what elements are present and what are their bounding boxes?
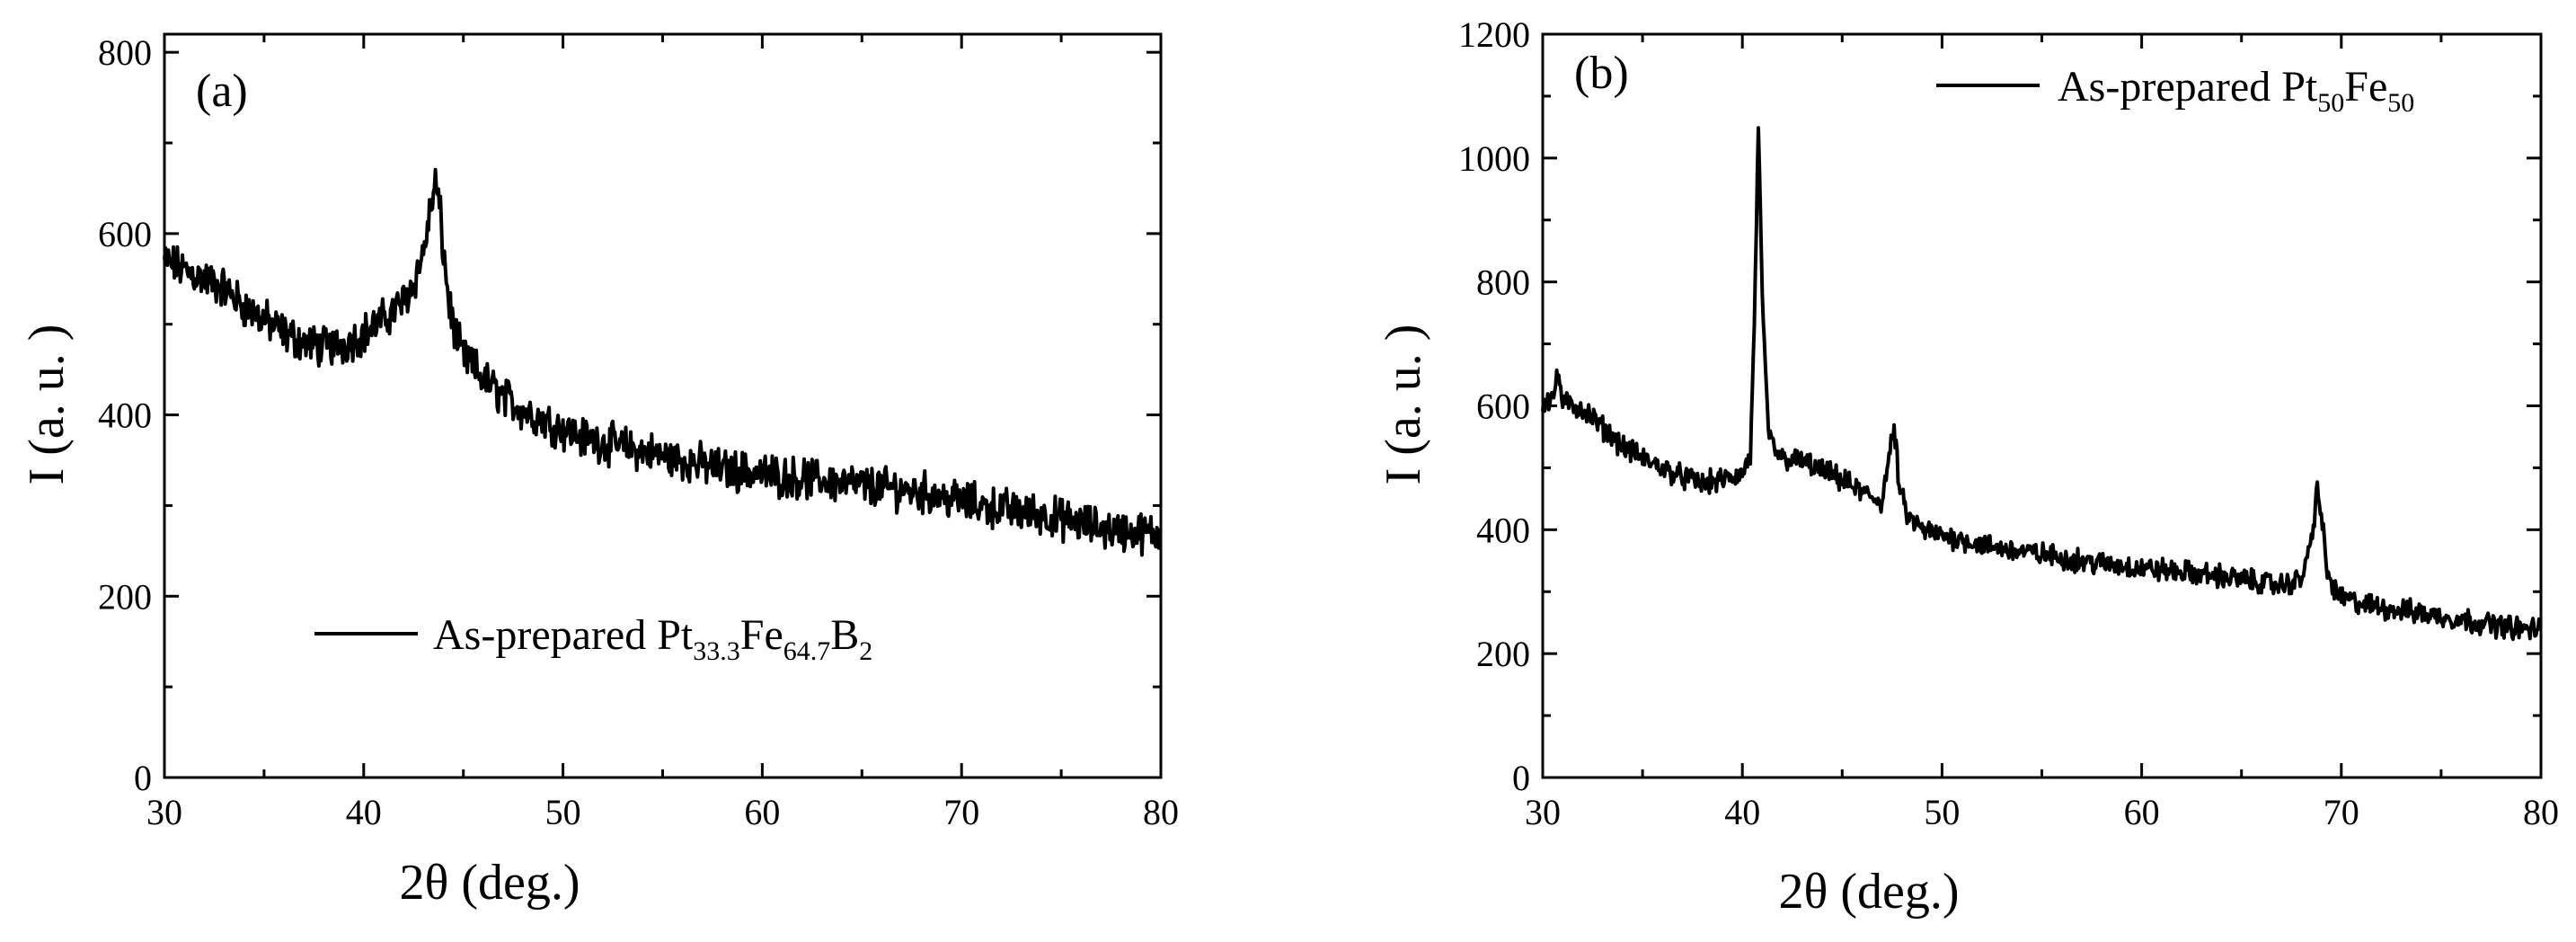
panel-b-x-tick-label: 80 [2523, 792, 2559, 832]
panel-b-label: (b) [1574, 48, 1629, 99]
panel-a-x-tick-label: 30 [146, 792, 182, 832]
panel-a-legend-text: As-prepared Pt33.3Fe64.7B2 [433, 611, 872, 666]
panel-a-x-axis-title: 2θ (deg.) [400, 855, 580, 911]
panel-b-y-tick-label: 800 [1476, 262, 1530, 303]
panel-a-x-tick-label: 40 [346, 792, 382, 832]
panel-a-y-tick-label: 600 [98, 214, 152, 254]
panel-b-y-tick-label: 1200 [1458, 14, 1530, 55]
panel-b-x-axis-title: 2θ (deg.) [1779, 864, 1960, 920]
panel-a-y-tick-label: 200 [98, 576, 152, 617]
panel-a-x-tick-label: 60 [744, 792, 780, 832]
panel-b-y-tick-label: 1000 [1458, 138, 1530, 179]
panel-b-y-tick-label: 0 [1512, 758, 1530, 798]
panel-a-label: (a) [196, 66, 248, 117]
panel-b-x-tick-label: 40 [1724, 792, 1760, 832]
panel-a-y-tick-label: 400 [98, 395, 152, 436]
panel-b-frame [1541, 32, 2543, 779]
panel-a-x-tick-label: 80 [1143, 792, 1179, 832]
panel-b-y-tick-label: 400 [1476, 510, 1530, 550]
panel-b-x-tick-label: 50 [1924, 792, 1960, 832]
panel-a-series-line [163, 167, 1162, 557]
panel-a-x-tick-label: 70 [943, 792, 979, 832]
panel-a-legend: As-prepared Pt33.3Fe64.7B2 [314, 611, 872, 666]
panel-b-x-tick-label: 60 [2124, 792, 2160, 832]
panel-a-x-tick-label: 50 [545, 792, 581, 832]
panel-a-y-axis-title: I (a. u. ) [19, 324, 75, 485]
panel-b-legend-text: As-prepared Pt50Fe50 [2058, 63, 2414, 118]
panel-b-legend: As-prepared Pt50Fe50 [1936, 63, 2414, 118]
panel-b-x-tick-label: 30 [1525, 792, 1561, 832]
panel-a-frame [163, 32, 1163, 779]
panel-a-y-tick-label: 800 [98, 32, 152, 73]
panel-b-x-tick-label: 70 [2324, 792, 2359, 832]
panel-b-y-tick-label: 200 [1476, 634, 1530, 674]
panel-a-y-tick-label: 0 [134, 758, 152, 798]
panel-b-y-axis-title: I (a. u. ) [1376, 324, 1431, 485]
panel-b-series-line [1541, 126, 2543, 642]
panel-b-y-tick-label: 600 [1476, 387, 1530, 427]
